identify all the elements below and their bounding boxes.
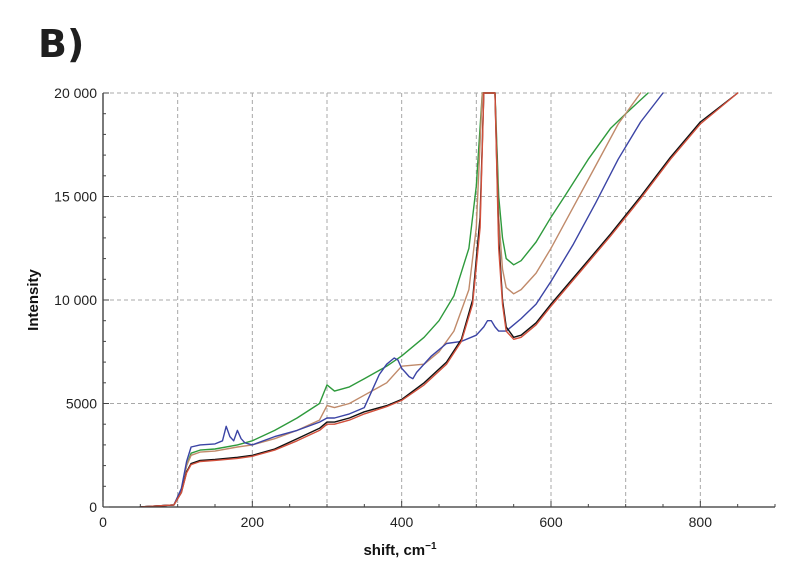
series-line-5 [139, 92, 739, 507]
x-axis-label-superscript: −1 [425, 541, 437, 552]
gridlines [103, 92, 775, 507]
x-axis-label: shift, cm−1 [363, 541, 437, 559]
y-tick-label: 0 [89, 499, 97, 515]
plot-area [139, 92, 739, 507]
series-line-3 [139, 92, 664, 507]
x-tick-label: 800 [689, 514, 713, 530]
x-tick-label: 400 [390, 514, 414, 530]
axes [102, 92, 776, 508]
y-tick-label: 10 000 [54, 292, 97, 308]
y-axis-label: Intensity [25, 269, 42, 331]
x-tick-label: 0 [99, 514, 107, 530]
y-tick-label: 20 000 [54, 85, 97, 101]
y-tick-label: 15 000 [54, 189, 97, 205]
x-tick-label: 200 [241, 514, 265, 530]
series-line-4 [139, 92, 739, 507]
series-line-1 [139, 92, 649, 507]
panel-label: B) [38, 22, 84, 66]
y-tick-label: 5000 [66, 396, 97, 412]
x-tick-labels: 0 200 400 600 800 [99, 514, 712, 530]
y-tick-labels: 0 5000 10 000 15 000 20 000 [54, 85, 97, 515]
x-tick-label: 600 [539, 514, 563, 530]
series-line-2 [139, 92, 642, 507]
